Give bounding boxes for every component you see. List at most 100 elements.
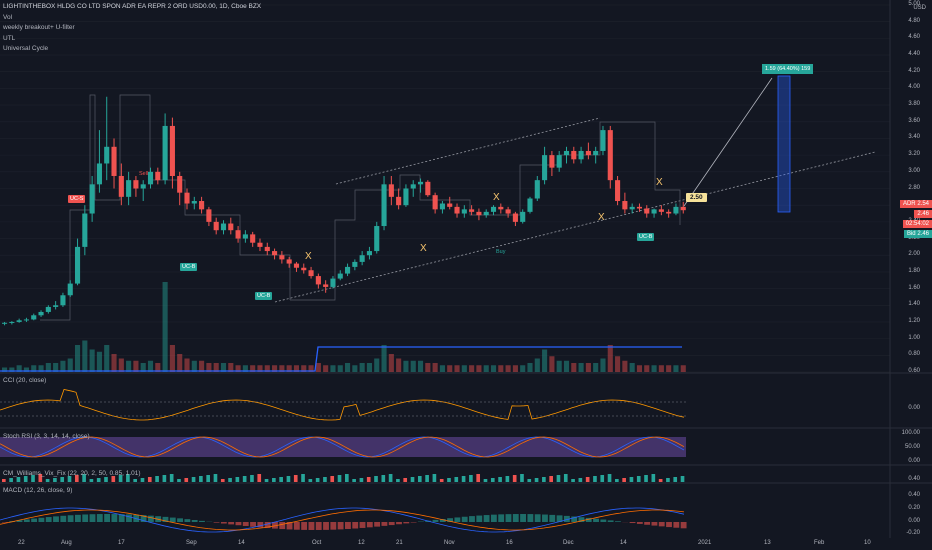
vix-fix-bar <box>636 476 641 482</box>
volume-bar <box>512 365 518 372</box>
volume-bar <box>111 354 117 372</box>
volume-bar <box>74 345 81 372</box>
volume-bar <box>374 358 380 372</box>
volume-bar <box>593 363 599 372</box>
volume-bar <box>162 282 168 372</box>
vix-fix-bar <box>461 476 466 482</box>
vix-fix-bar <box>629 477 634 482</box>
legend-line-breakout[interactable]: weekly breakout+ U-filter <box>3 24 75 31</box>
candle-body <box>31 315 37 320</box>
candle-body <box>293 263 300 268</box>
vix-fix-bar <box>53 478 57 482</box>
vix-fix-bar <box>359 478 364 482</box>
macd-histogram-bar <box>447 518 454 522</box>
candle-body <box>96 163 102 185</box>
macd-histogram-bar <box>600 519 607 522</box>
macd-histogram-bar <box>556 515 563 522</box>
macd-histogram-bar <box>666 522 672 528</box>
candle-body <box>512 213 518 222</box>
weekly-breakout-line <box>40 94 291 321</box>
volume-bar <box>337 365 343 372</box>
vix-fix-bar <box>593 476 597 482</box>
legend-line-vol[interactable]: Vol <box>3 13 13 21</box>
projection-arrow <box>683 77 773 207</box>
macd-histogram-bar <box>191 519 198 522</box>
candle-body <box>111 146 117 176</box>
macd-histogram-bar <box>461 516 468 522</box>
macd-histogram-bar <box>220 522 227 524</box>
volume-bar <box>578 363 584 372</box>
macd-histogram-bar <box>651 522 658 526</box>
candle-body <box>126 180 132 197</box>
macd-histogram-bar <box>388 522 395 526</box>
volume-bar <box>242 365 248 372</box>
candle-body <box>600 130 606 151</box>
macd-histogram-bar <box>330 522 337 530</box>
candle-body <box>366 251 373 256</box>
volume-bar <box>600 358 606 372</box>
macd-scale-000: 0.00 <box>908 518 920 524</box>
volume-bar <box>264 365 270 372</box>
volume-bar <box>585 363 591 372</box>
volume-bar <box>607 345 613 372</box>
vix-fix-bar <box>439 479 444 482</box>
volume-bar <box>220 363 227 372</box>
candle-body <box>264 246 270 252</box>
vix-fix-bar <box>199 476 203 482</box>
target-price-label[interactable]: 2.50 <box>686 193 707 202</box>
candlestick-series <box>2 96 686 326</box>
candle-body <box>578 150 584 160</box>
volume-bar <box>629 363 635 372</box>
volume-bar <box>301 365 307 372</box>
stoch-rsi-label[interactable]: Stoch RSI (3, 3, 14, 14, close) <box>3 433 90 440</box>
candle-body <box>607 130 613 181</box>
vix-fix-bar <box>184 478 189 482</box>
candle-body <box>593 150 599 156</box>
volume-bar <box>542 349 548 372</box>
candle-body <box>352 261 358 267</box>
volume-bar <box>549 356 555 372</box>
vix-fix-bar <box>396 479 400 482</box>
price-scale-label: 1.00 <box>908 334 920 341</box>
channel-lower <box>274 151 876 303</box>
price-scale-label: 4.60 <box>908 34 920 41</box>
volume-bar <box>396 358 402 372</box>
signal-uc-b: UC-B <box>255 292 273 300</box>
macd-label[interactable]: MACD (12, 26, close, 9) <box>3 487 73 494</box>
macd-histogram-bar <box>432 519 439 522</box>
cm-williams-label[interactable]: CM_Williams_Vix_Fix (22, 20, 2, 50, 0.85… <box>3 470 141 477</box>
candle-body <box>199 201 205 210</box>
price-scale-label: 3.40 <box>908 134 920 141</box>
macd-histogram-bar <box>607 520 614 522</box>
cci-label[interactable]: CCI (20, close) <box>3 377 47 384</box>
measure-label[interactable]: 1.59 (64.40%) 159 <box>762 64 814 74</box>
candle-body <box>140 184 146 189</box>
macd-histogram-bar <box>527 514 534 522</box>
stoch-scale-0: 0.00 <box>908 458 920 464</box>
legend-line-utl[interactable]: UTL <box>3 34 16 42</box>
vix-fix-bar <box>133 479 138 482</box>
volume-bar <box>199 360 205 372</box>
volume-bar <box>490 365 497 372</box>
volume-bar <box>9 367 15 372</box>
stoch-scale-50: 50.00 <box>904 444 920 450</box>
volume-bar <box>410 360 416 372</box>
macd-histogram-bar <box>228 522 235 525</box>
price-scale-label: 1.40 <box>908 301 920 308</box>
chart-legend: LIGHTINTHEBOX HLDG CO LTD SPON ADR EA RE… <box>3 2 261 55</box>
volume-bar <box>425 363 431 372</box>
volume-bar <box>469 365 475 372</box>
macd-histogram-bar <box>578 517 585 522</box>
volume-bar <box>308 365 314 372</box>
candle-body <box>622 201 628 210</box>
symbol-title[interactable]: LIGHTINTHEBOX HLDG CO LTD SPON ADR EA RE… <box>3 3 262 10</box>
vix-fix-bar <box>315 478 320 482</box>
legend-line-cycle[interactable]: Universal Cycle <box>3 45 49 52</box>
volume-bar <box>498 365 504 372</box>
price-scale-label: 5.00 <box>908 1 920 7</box>
macd-histogram-bar <box>74 514 81 522</box>
macd-histogram-bar <box>272 522 278 529</box>
volume-bar <box>622 360 628 372</box>
volume-bar <box>206 363 212 372</box>
